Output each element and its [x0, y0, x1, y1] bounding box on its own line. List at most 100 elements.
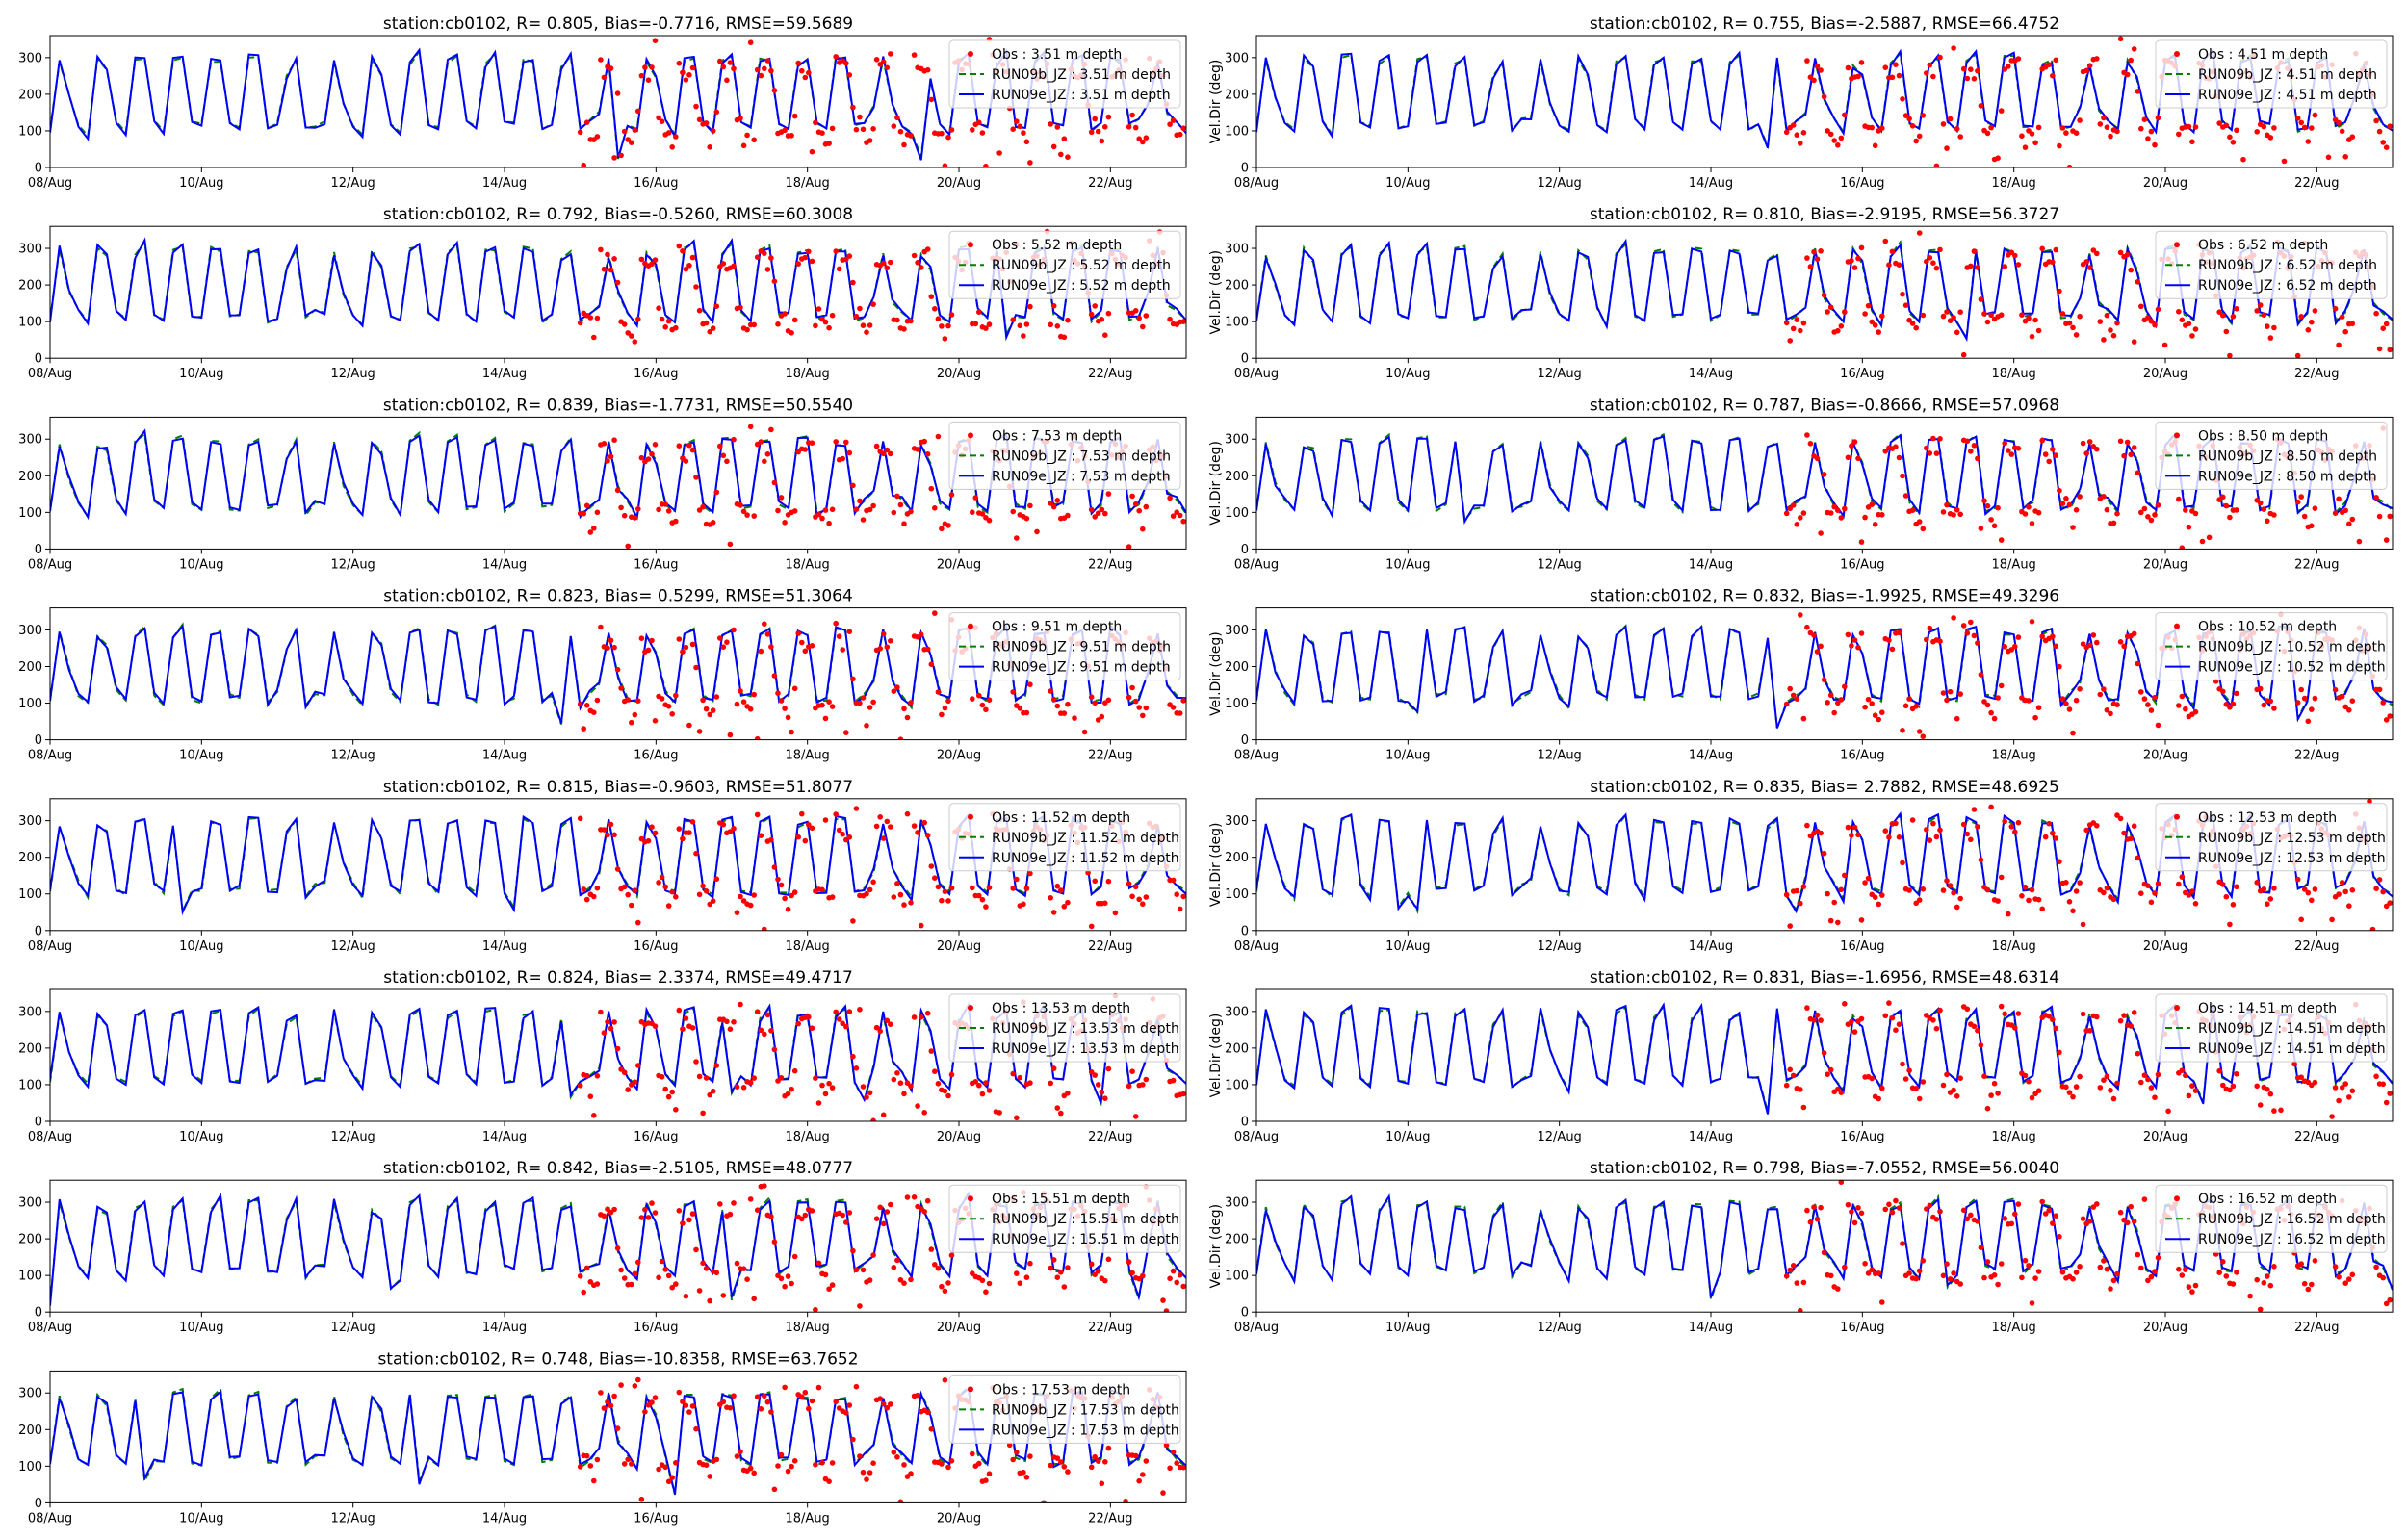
obs-point	[2332, 1085, 2339, 1091]
obs-point	[1787, 338, 1793, 344]
obs-point	[795, 1020, 801, 1027]
obs-point	[1886, 637, 1892, 643]
obs-point	[693, 1425, 699, 1432]
obs-point	[638, 256, 645, 263]
obs-point	[1937, 1208, 1943, 1215]
obs-point	[939, 1283, 945, 1290]
obs-point	[2227, 514, 2233, 521]
obs-point	[782, 127, 788, 134]
obs-point	[662, 1086, 668, 1092]
obs-point	[873, 1024, 880, 1031]
y-tick-label: 100	[18, 316, 42, 330]
obs-point	[1027, 1453, 1033, 1459]
obs-point	[846, 1210, 853, 1216]
obs-point	[2380, 700, 2386, 706]
obs-point	[1951, 1270, 1956, 1276]
obs-point	[1092, 514, 1098, 520]
obs-point	[1978, 296, 1984, 302]
obs-point	[819, 1460, 825, 1466]
obs-point	[1872, 322, 1878, 328]
x-tick-label: 14/Aug	[1689, 557, 1733, 572]
obs-point	[1927, 625, 1933, 631]
obs-point	[979, 130, 986, 136]
x-tick-label: 10/Aug	[179, 939, 223, 954]
x-tick-label: 18/Aug	[1992, 176, 2036, 191]
obs-point	[1014, 1450, 1020, 1455]
obs-point	[1050, 143, 1057, 150]
obs-point	[996, 1110, 1002, 1116]
obs-point	[1924, 1206, 1929, 1212]
obs-point	[1065, 899, 1071, 906]
obs-point	[686, 1217, 692, 1223]
obs-point	[2294, 700, 2301, 706]
obs-point	[1944, 501, 1950, 508]
obs-point	[703, 1266, 710, 1271]
obs-point	[717, 58, 723, 64]
obs-point	[2090, 632, 2097, 638]
obs-point	[1862, 311, 1868, 317]
subplot-title: station:cb0102, R= 0.815, Bias=-0.9603, …	[383, 778, 853, 797]
obs-point	[2186, 892, 2192, 898]
obs-point	[860, 1267, 867, 1273]
obs-point	[857, 1303, 863, 1309]
obs-point	[884, 1017, 891, 1024]
obs-point	[1054, 1274, 1061, 1280]
obs-point	[2380, 1274, 2386, 1281]
obs-point	[1981, 311, 1987, 317]
subplot-4: station:cb0102, R= 0.810, Bias=-2.9195, …	[1208, 205, 2394, 381]
obs-point	[2192, 1282, 2199, 1289]
obs-point	[921, 819, 927, 826]
obs-point	[2261, 506, 2267, 512]
legend-label-obs: Obs : 7.53 m depth	[992, 428, 1122, 444]
obs-point	[1889, 248, 1896, 255]
obs-point	[605, 251, 610, 258]
obs-point	[1140, 1082, 1146, 1088]
obs-point	[2267, 896, 2274, 902]
x-tick-label: 12/Aug	[331, 939, 375, 954]
obs-point	[1061, 904, 1068, 910]
obs-point	[1088, 1069, 1095, 1075]
obs-point	[1951, 315, 1956, 321]
obs-point	[1821, 1050, 1827, 1056]
obs-point	[840, 831, 845, 837]
obs-point	[754, 66, 761, 73]
obs-point	[1865, 875, 1872, 882]
obs-point	[932, 1262, 938, 1268]
y-tick-label: 300	[18, 624, 42, 638]
obs-point	[2019, 312, 2025, 319]
obs-point	[1909, 817, 1916, 823]
obs-point	[2186, 1092, 2192, 1099]
obs-point	[822, 319, 829, 325]
obs-point	[1851, 439, 1858, 445]
obs-point	[2053, 246, 2059, 253]
x-tick-label: 10/Aug	[179, 176, 223, 191]
legend-box	[2155, 993, 2388, 1063]
obs-point	[1865, 302, 1872, 309]
obs-point	[1984, 502, 1991, 509]
obs-point	[2046, 62, 2052, 67]
obs-point	[707, 328, 712, 335]
obs-point	[707, 1474, 712, 1479]
obs-point	[1998, 1261, 2005, 1267]
obs-point	[1998, 874, 2005, 881]
y-tick-label: 200	[18, 279, 42, 294]
obs-point	[751, 321, 757, 328]
obs-point	[1984, 1105, 1991, 1112]
y-tick-label: 0	[1241, 733, 1249, 748]
obs-point	[717, 443, 723, 449]
legend-marker-obs	[2174, 813, 2180, 820]
obs-point	[717, 1201, 723, 1207]
obs-point	[2267, 698, 2274, 705]
obs-point	[2339, 314, 2345, 321]
obs-point	[2063, 496, 2069, 501]
obs-point	[1900, 728, 1905, 733]
obs-point	[2220, 494, 2226, 500]
obs-point	[1174, 509, 1179, 515]
x-tick-label: 18/Aug	[1992, 749, 2036, 763]
obs-point	[2305, 327, 2312, 333]
obs-point	[1129, 493, 1135, 500]
obs-point	[625, 697, 631, 703]
obs-point	[1800, 1104, 1807, 1111]
obs-point	[924, 1409, 931, 1416]
